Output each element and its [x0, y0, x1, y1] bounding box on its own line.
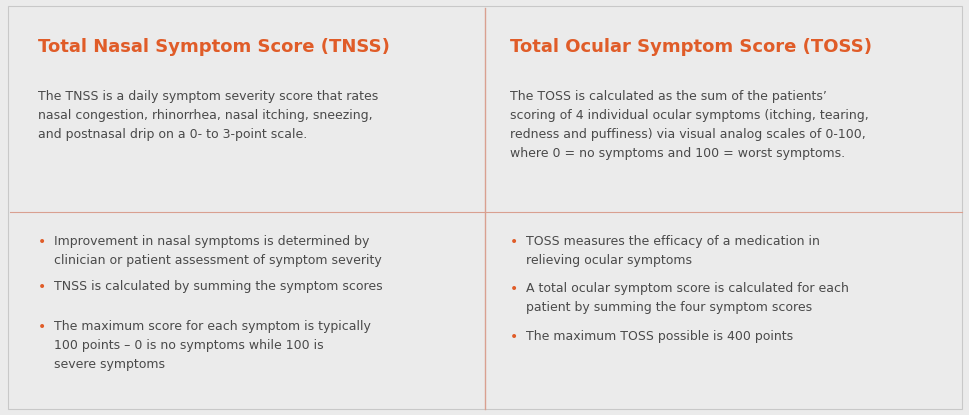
Text: •: •	[510, 330, 517, 344]
Text: TOSS measures the efficacy of a medication in
relieving ocular symptoms: TOSS measures the efficacy of a medicati…	[525, 235, 819, 267]
Text: TNSS is calculated by summing the symptom scores: TNSS is calculated by summing the sympto…	[54, 280, 382, 293]
Text: Improvement in nasal symptoms is determined by
clinician or patient assessment o: Improvement in nasal symptoms is determi…	[54, 235, 382, 267]
Text: Total Nasal Symptom Score (TNSS): Total Nasal Symptom Score (TNSS)	[38, 38, 390, 56]
Text: •: •	[510, 235, 517, 249]
Text: The TNSS is a daily symptom severity score that rates
nasal congestion, rhinorrh: The TNSS is a daily symptom severity sco…	[38, 90, 378, 141]
Text: •: •	[510, 282, 517, 296]
Text: •: •	[38, 280, 47, 294]
Text: The maximum TOSS possible is 400 points: The maximum TOSS possible is 400 points	[525, 330, 793, 343]
Text: The TOSS is calculated as the sum of the patients’
scoring of 4 individual ocula: The TOSS is calculated as the sum of the…	[510, 90, 868, 160]
Text: Total Ocular Symptom Score (TOSS): Total Ocular Symptom Score (TOSS)	[510, 38, 871, 56]
Text: •: •	[38, 235, 47, 249]
Text: The maximum score for each symptom is typically
100 points – 0 is no symptoms wh: The maximum score for each symptom is ty…	[54, 320, 370, 371]
Text: •: •	[38, 320, 47, 334]
Text: A total ocular symptom score is calculated for each
patient by summing the four : A total ocular symptom score is calculat…	[525, 282, 848, 314]
